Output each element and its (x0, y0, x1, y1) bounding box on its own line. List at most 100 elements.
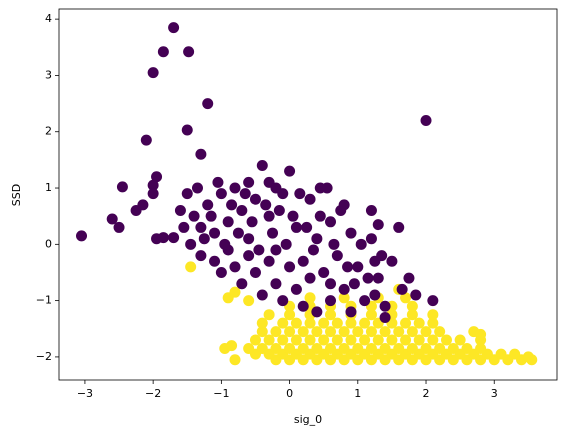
point (440, 334, 452, 346)
point (447, 342, 459, 354)
point (243, 176, 255, 188)
point (352, 342, 364, 354)
point (263, 210, 275, 222)
point (386, 334, 398, 346)
point (386, 255, 398, 267)
point (400, 334, 412, 346)
point (427, 295, 439, 307)
point (410, 289, 422, 301)
point (157, 232, 169, 244)
point (147, 179, 159, 191)
point (168, 232, 180, 244)
point (365, 342, 377, 354)
point (209, 227, 221, 239)
y-tick-label: −1 (36, 294, 52, 307)
point (359, 317, 371, 329)
point (151, 171, 163, 183)
point (362, 272, 374, 284)
point (249, 334, 261, 346)
point (157, 46, 169, 58)
point (219, 238, 231, 250)
y-tick-label: 4 (45, 12, 52, 25)
point (318, 334, 330, 346)
point (352, 326, 364, 338)
point (365, 205, 377, 217)
point (359, 334, 371, 346)
point (270, 244, 282, 256)
point (243, 250, 255, 262)
point (318, 266, 330, 278)
point (229, 261, 241, 273)
point (372, 272, 384, 284)
point (454, 334, 466, 346)
x-tick-label: −2 (145, 387, 161, 400)
point (331, 250, 343, 262)
point (338, 342, 350, 354)
x-tick-label: −1 (213, 387, 229, 400)
point (191, 182, 203, 194)
point (236, 205, 248, 217)
point (393, 326, 405, 338)
point (246, 216, 258, 228)
point (475, 328, 487, 340)
point (226, 340, 238, 352)
point (338, 283, 350, 295)
point (311, 342, 323, 354)
y-axis-label: SSD (10, 184, 23, 206)
point (249, 193, 261, 205)
point (260, 199, 272, 211)
point (379, 300, 391, 312)
point (239, 188, 251, 200)
point (325, 216, 337, 228)
point (420, 342, 432, 354)
point (406, 309, 418, 321)
point (202, 98, 214, 110)
point (379, 342, 391, 354)
point (325, 326, 337, 338)
point (229, 182, 241, 194)
point (314, 182, 326, 194)
y-tick-label: 2 (45, 125, 52, 138)
point (372, 334, 384, 346)
point (314, 210, 326, 222)
y-tick-label: 1 (45, 181, 52, 194)
point (243, 342, 255, 354)
point (277, 295, 289, 307)
point (372, 219, 384, 231)
point (406, 342, 418, 354)
point (427, 317, 439, 329)
point (318, 317, 330, 329)
point (284, 165, 296, 177)
point (434, 326, 446, 338)
point (232, 227, 244, 239)
point (263, 255, 275, 267)
point (297, 255, 309, 267)
point (229, 354, 241, 366)
point (304, 292, 316, 304)
point (345, 317, 357, 329)
point (168, 22, 180, 34)
point (307, 244, 319, 256)
point (287, 210, 299, 222)
point (393, 342, 405, 354)
point (290, 317, 302, 329)
point (280, 238, 292, 250)
point (413, 317, 425, 329)
point (249, 266, 261, 278)
point (113, 221, 125, 233)
point (256, 326, 268, 338)
point (400, 292, 412, 304)
point (311, 306, 323, 318)
point (301, 221, 313, 233)
x-tick-label: 1 (354, 387, 361, 400)
point (215, 188, 227, 200)
point (215, 266, 227, 278)
point (348, 278, 360, 290)
point (427, 309, 439, 321)
point (202, 199, 214, 211)
point (76, 230, 88, 242)
point (226, 199, 238, 211)
x-axis-label: sig_0 (294, 413, 322, 426)
x-tick-label: 0 (286, 387, 293, 400)
